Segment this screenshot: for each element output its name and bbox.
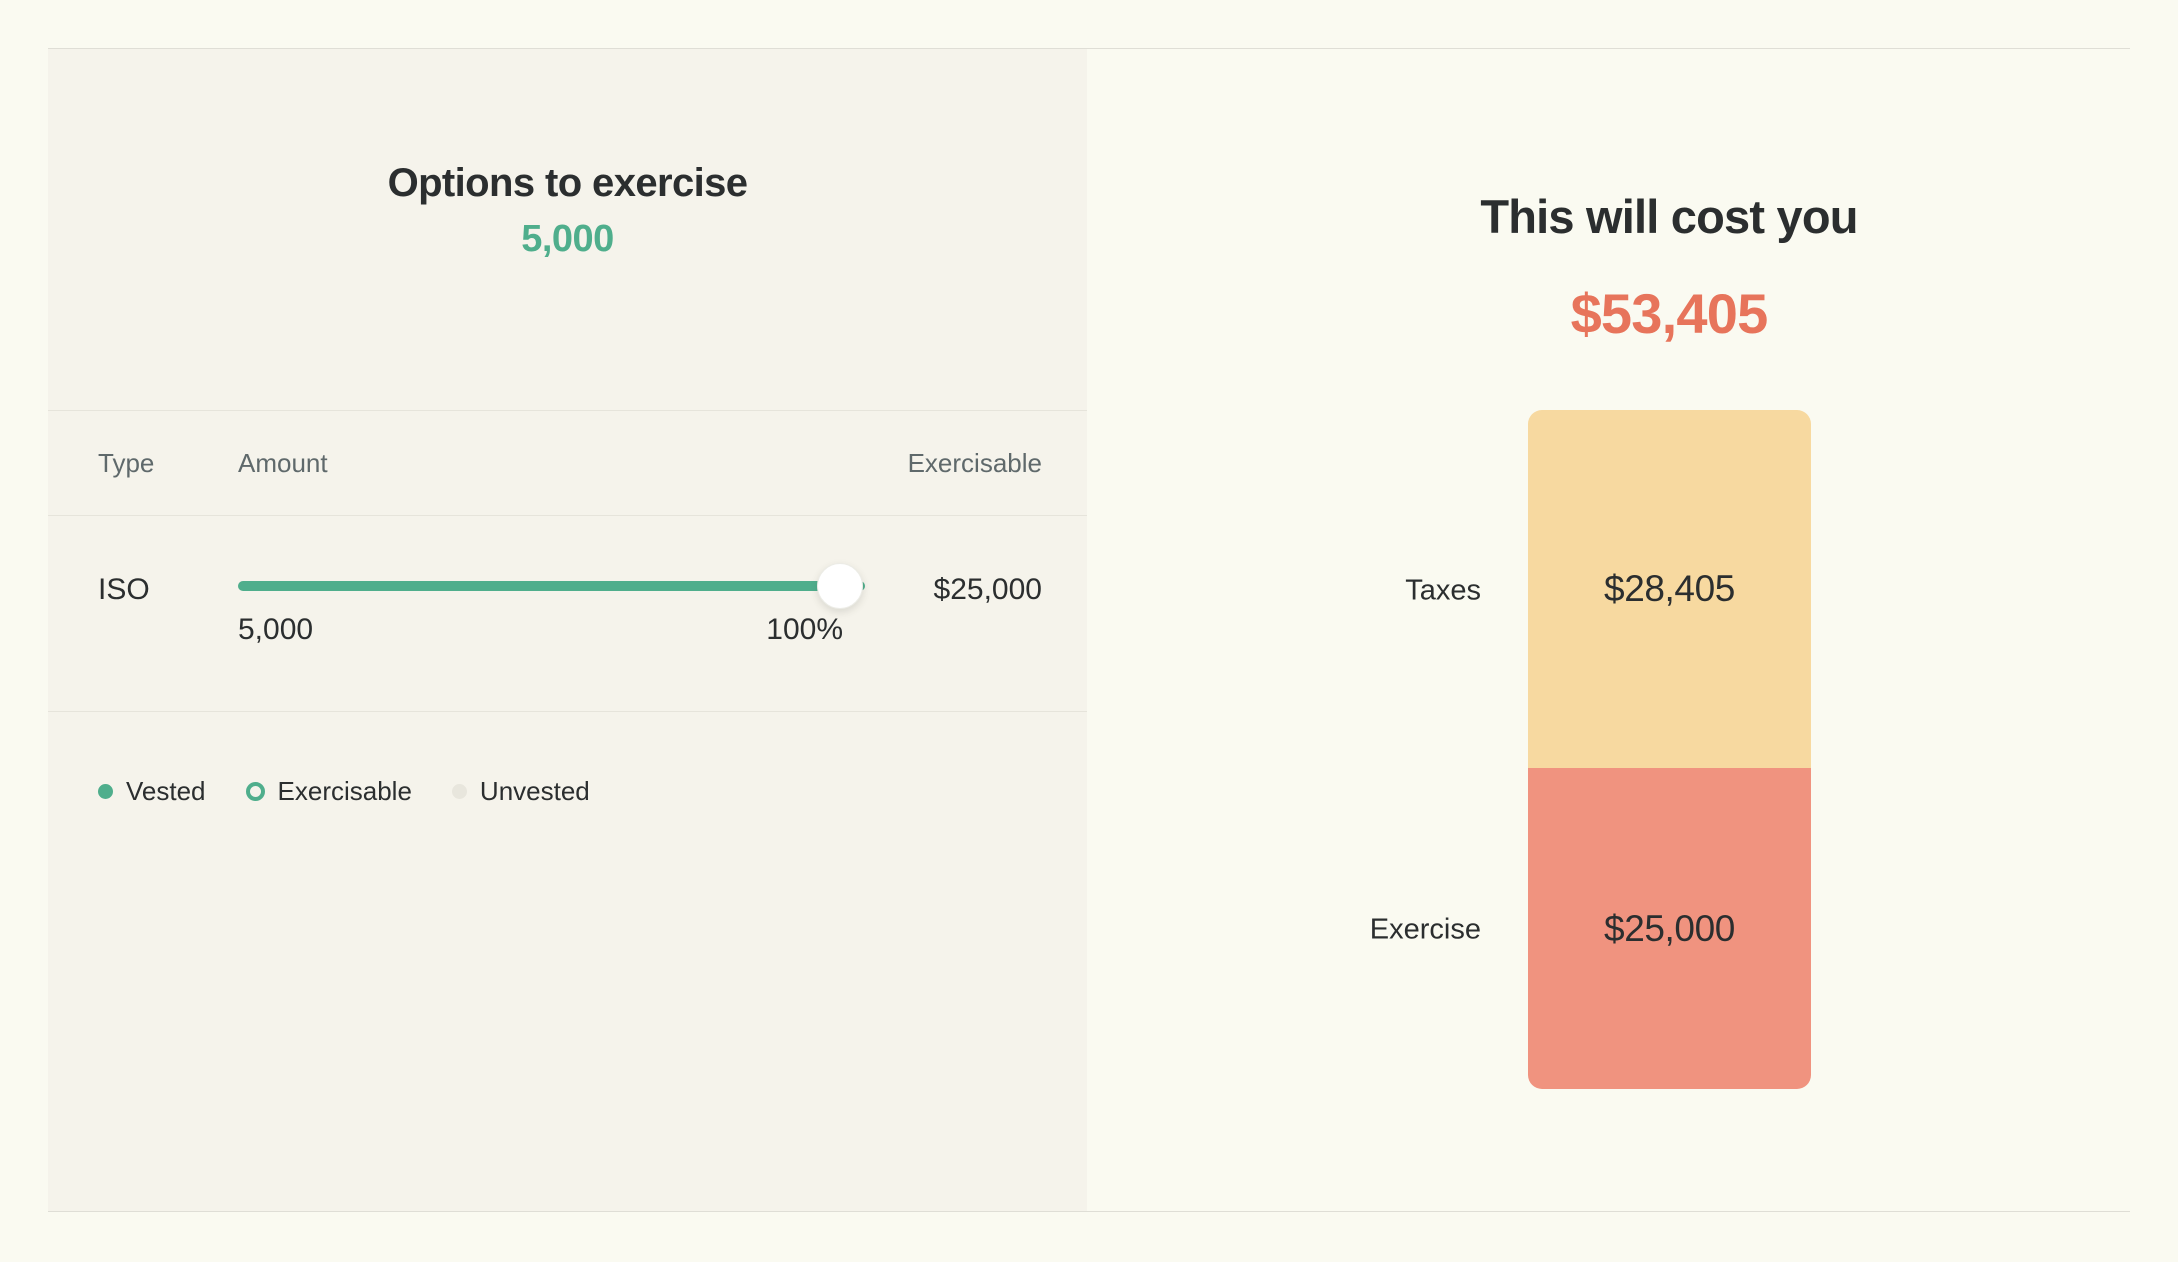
bar-value-label: $25,000 [1604,907,1735,949]
exercisable-ring-icon [245,782,265,801]
options-to-exercise-count: 5,000 [521,218,614,260]
slider-labels: 5,000 100% [238,613,865,647]
option-type-label: ISO [98,573,150,606]
options-summary: Options to exercise 5,000 [48,49,1087,410]
slider-fill [238,581,865,591]
bar-category-label-exercise: Exercise [1369,913,1481,946]
cost-panel: This will cost you $53,405 $28,405 $25,0… [1087,49,2130,1211]
legend-item-unvested: Unvested [451,776,590,807]
total-cost-value: $53,405 [1570,282,1769,345]
slider-thumb[interactable] [817,563,863,609]
column-header-amount: Amount [238,447,328,478]
legend-label: Unvested [479,776,590,806]
slider-percent-label: 100% [766,613,843,646]
slider-track[interactable] [238,563,865,609]
bar-segment-exercise: $25,000 [1528,768,1811,1089]
cost-stacked-bar-chart: $28,405 $25,000 [1528,410,1811,1089]
slider-amount-label: 5,000 [238,613,314,646]
options-table-header: Type Amount Exercisable [48,410,1087,516]
bar-category-label-taxes: Taxes [1405,574,1481,607]
legend-item-exercisable: Exercisable [245,776,412,807]
amount-slider[interactable]: 5,000 100% [238,516,872,647]
column-header-type: Type [98,447,155,478]
legend-label: Vested [126,776,206,806]
calculator-card: Options to exercise 5,000 Type Amount Ex… [48,48,2130,1212]
cost-panel-title: This will cost you [1480,190,1858,243]
legend-label: Exercisable [277,776,412,806]
column-header-exercisable: Exercisable [907,447,1042,478]
bar-segment-taxes: $28,405 [1528,410,1811,769]
vested-dot-icon [98,784,113,799]
vesting-legend: Vested Exercisable Unvested [48,712,1087,807]
options-panel: Options to exercise 5,000 Type Amount Ex… [48,49,1087,1211]
option-grant-row: ISO 5,000 100% $25,000 [48,516,1087,712]
exercisable-value: $25,000 [933,573,1042,606]
unvested-dot-icon [451,784,467,799]
options-panel-title: Options to exercise [387,161,748,205]
bar-value-label: $28,405 [1604,568,1735,610]
legend-item-vested: Vested [98,776,206,807]
